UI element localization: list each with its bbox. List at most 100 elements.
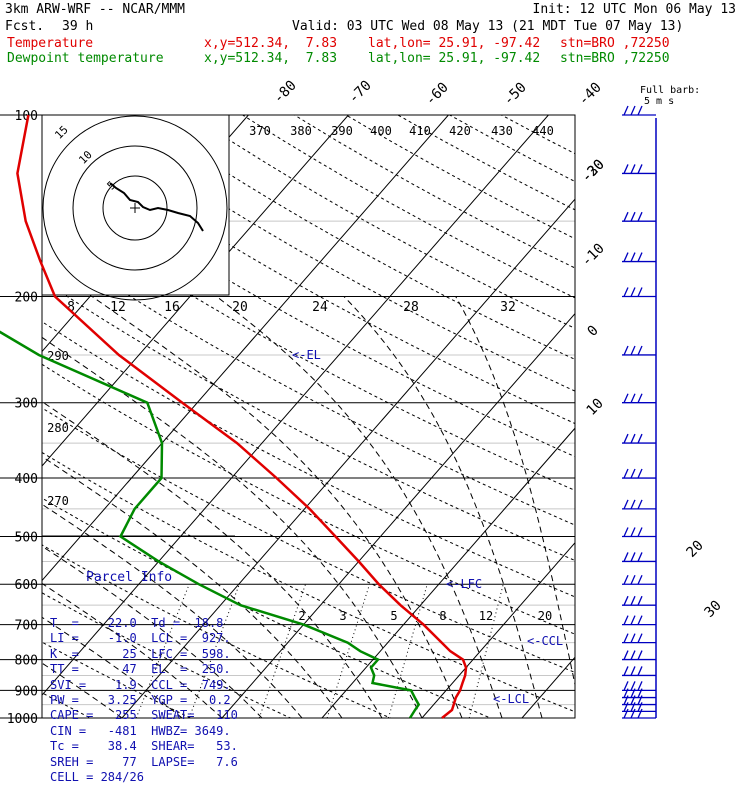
wind-barb-feather xyxy=(637,345,643,356)
wind-barb-feather xyxy=(623,345,629,356)
temperature-xy: x,y=512.34, 7.83 xyxy=(204,36,338,51)
temperature-tick-label: 20 xyxy=(232,300,248,315)
dry-adiabat-line xyxy=(0,115,15,731)
wind-barb-feather xyxy=(637,708,643,719)
wind-barb-feather xyxy=(623,552,629,562)
mixing-ratio-label: 2 xyxy=(298,609,305,623)
wind-barb-feather xyxy=(630,574,636,585)
wind-barb-feather xyxy=(623,105,629,116)
hodograph-trace xyxy=(109,182,204,232)
theta-label: 290 xyxy=(47,349,69,363)
wind-barb-feather xyxy=(630,164,636,174)
dewpoint-xy: x,y=512.34, 7.83 xyxy=(204,51,338,66)
wind-barb-feather xyxy=(637,595,643,606)
wind-barb-feather xyxy=(637,615,643,625)
dewpoint-legend: Dewpoint temperature xyxy=(7,51,164,66)
mixing-ratio-label: 3 xyxy=(339,609,346,623)
wind-barb-feather xyxy=(630,393,636,403)
isotherm-line xyxy=(421,541,575,718)
temperature-legend: Temperature xyxy=(7,36,94,51)
parcel-info-row: CAPE = 255 SWEAT= 110 xyxy=(50,708,238,723)
isotherm-line xyxy=(42,115,449,582)
temperature-latlon: lat,lon= 25.91, -97.42 xyxy=(368,36,541,51)
mixing-ratio-label: 12 xyxy=(479,609,493,623)
parcel-info-row: SVI = 1.9 CCL = 749. xyxy=(50,677,231,692)
wind-barb-feather xyxy=(630,702,636,712)
moist-adiabat-line xyxy=(42,503,303,718)
moist-adiabat-line xyxy=(42,616,183,718)
moist-adiabat-line xyxy=(42,401,383,718)
wind-barb-feather xyxy=(630,499,636,510)
wind-barb-feather xyxy=(630,433,636,444)
wind-barb-feather xyxy=(630,105,636,116)
temperature-tick-label: 28 xyxy=(403,300,419,315)
wind-barb-feather xyxy=(637,681,643,691)
wind-barb-feather xyxy=(630,211,636,222)
dry-adiabat-line xyxy=(42,363,575,635)
wind-barb-feather xyxy=(630,708,636,719)
level-annotation: <-LFC xyxy=(446,577,482,591)
isotherm-line xyxy=(42,115,549,696)
barb-legend-title: Full barb: xyxy=(640,85,700,96)
hodograph-ring xyxy=(72,145,198,271)
wind-barb-feather xyxy=(637,105,643,116)
isotherm-line xyxy=(221,312,575,718)
diagram-background-lines xyxy=(0,114,576,731)
wind-barb-feather xyxy=(630,345,636,356)
wind-barb-feather xyxy=(637,211,643,222)
wind-barb-feather xyxy=(630,287,636,297)
isotherm-label: 10 xyxy=(584,396,607,419)
theta-label: 430 xyxy=(491,124,513,138)
level-annotation: <-CCL xyxy=(527,634,563,648)
mixing-ratio-line xyxy=(387,584,428,718)
theta-label: 390 xyxy=(331,124,353,138)
theta-label: 270 xyxy=(47,494,69,508)
isotherm-line xyxy=(121,198,575,718)
init-time: Init: 12 UTC Mon 06 May 13 xyxy=(532,2,737,17)
theta-label: 280 xyxy=(47,421,69,435)
theta-label: 370 xyxy=(249,124,271,138)
pressure-tick-label: 1000 xyxy=(7,712,38,727)
valid-time: Valid: 03 UTC Wed 08 May 13 (21 MDT Tue … xyxy=(292,19,684,34)
wind-barb-feather xyxy=(630,615,636,625)
dry-adiabat-line xyxy=(42,238,575,526)
wind-barb-feather xyxy=(637,433,643,444)
parcel-info-panel: Parcel Info T = 22.0 Td = 18.8 LI = -1.0 … xyxy=(50,539,238,801)
mixing-ratio-label: 8 xyxy=(439,609,446,623)
wind-barb-feather xyxy=(623,468,629,479)
pressure-tick-label: 400 xyxy=(15,472,38,487)
wind-barbs: Full barb:5 m s xyxy=(622,85,700,719)
wind-barb-feather xyxy=(637,552,643,562)
dewpoint-profile xyxy=(0,330,421,719)
dry-adiabat-line xyxy=(42,641,192,718)
temperature-tick-label: 12 xyxy=(110,300,126,315)
theta-label: 400 xyxy=(370,124,392,138)
wind-barb-feather xyxy=(630,527,636,537)
wind-barb-feather xyxy=(637,702,643,712)
wind-barb-feather xyxy=(637,666,643,676)
moist-adiabat-line xyxy=(455,296,575,688)
isotherm-label: 0 xyxy=(585,323,602,340)
isotherm-line xyxy=(321,427,575,718)
dewpoint-station: stn=BRO ,72250 xyxy=(560,51,670,66)
parcel-info-title: Parcel Info xyxy=(86,569,173,585)
pressure-tick-label: 200 xyxy=(15,291,38,306)
dry-adiabat-line xyxy=(42,158,575,458)
parcel-info-row: CIN = -481 HWBZ= 3649. xyxy=(50,723,231,738)
wind-barb-feather xyxy=(637,527,643,537)
wind-barb-feather xyxy=(637,393,643,403)
wind-barb-feather xyxy=(623,702,629,712)
mixing-ratio-label: 5 xyxy=(390,609,397,623)
temperature-tick-label: 16 xyxy=(164,300,180,315)
wind-barb-feather xyxy=(630,650,636,660)
theta-label: 410 xyxy=(409,124,431,138)
wind-barb-feather xyxy=(630,681,636,691)
parcel-info-row: T = 22.0 Td = 18.8 xyxy=(50,616,224,631)
mixing-ratio-line xyxy=(326,584,371,718)
wind-barb-feather xyxy=(623,433,629,444)
isotherm-label: -40 xyxy=(576,80,605,109)
isotherm-label: -80 xyxy=(271,78,300,107)
temperature-tick-label: 24 xyxy=(312,300,328,315)
mixing-ratio-line xyxy=(258,584,306,718)
